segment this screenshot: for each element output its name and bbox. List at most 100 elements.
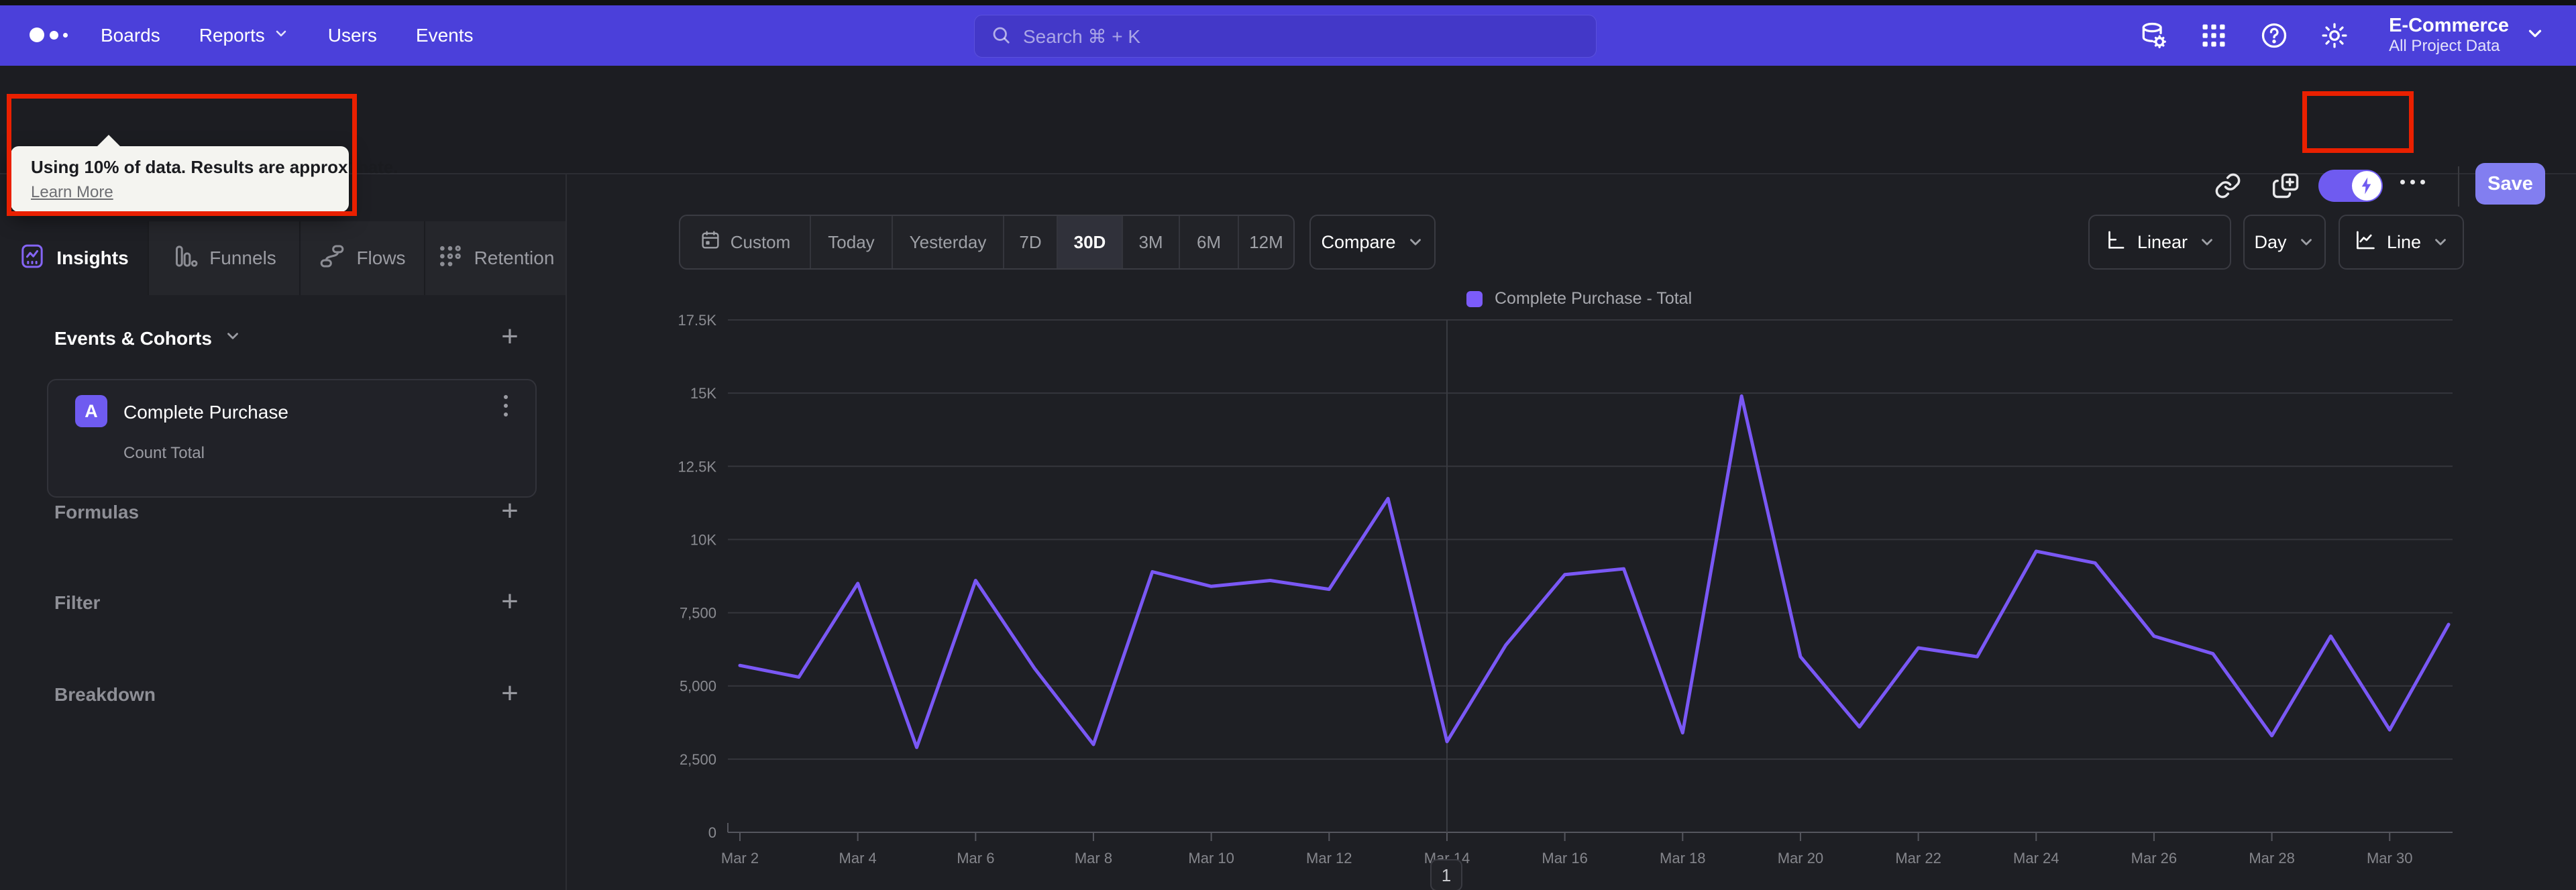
section-label: Formulas — [54, 502, 140, 522]
section-header-formulas: Formulas — [54, 502, 139, 523]
svg-text:Mar 26: Mar 26 — [2131, 850, 2177, 867]
range-label: Custom — [730, 231, 791, 252]
learn-more-link[interactable]: Learn More — [31, 183, 113, 201]
chevron-down-icon — [2525, 23, 2545, 47]
section-header-filter: Filter — [54, 592, 100, 614]
compare-label: Compare — [1321, 231, 1396, 252]
range-today[interactable]: Today — [810, 216, 892, 268]
day-dropdown[interactable]: Day — [2243, 215, 2326, 270]
events-cohorts-label: Events & Cohorts — [54, 327, 212, 349]
add-breakdown-button[interactable]: + — [501, 677, 519, 710]
range-7d[interactable]: 7D — [1003, 216, 1057, 268]
chart-legend[interactable]: Complete Purchase - Total — [1466, 289, 1692, 309]
svg-text:5,000: 5,000 — [680, 678, 716, 695]
add-event-button[interactable]: + — [501, 320, 519, 353]
view-label: Day — [2254, 231, 2287, 252]
svg-text:Mar 22: Mar 22 — [1895, 850, 1941, 867]
project-selector[interactable]: E-Commerce All Project Data — [2389, 15, 2545, 56]
date-range-control: Custom Today Yesterday 7D 30D 3M 6M 12M — [679, 215, 1295, 270]
range-label: Yesterday — [909, 231, 987, 252]
compare-button[interactable]: Compare — [1309, 215, 1436, 270]
window-top-strip — [0, 0, 2576, 5]
tab-label: Insights — [56, 247, 129, 268]
search-icon — [991, 25, 1011, 48]
event-card[interactable]: A Complete Purchase Count Total — [47, 379, 537, 498]
flows-icon — [319, 243, 345, 274]
insights-icon — [19, 243, 46, 274]
apps-grid-icon[interactable] — [2198, 20, 2229, 51]
top-nav: Boards Reports Users Events Search ⌘ + K E-… — [0, 5, 2576, 66]
svg-text:17.5K: 17.5K — [678, 312, 717, 329]
svg-text:Mar 16: Mar 16 — [1542, 850, 1587, 867]
nav-items: Boards Reports Users Events — [101, 5, 474, 66]
svg-text:12.5K: 12.5K — [678, 458, 717, 475]
events-cohorts-header[interactable]: Events & Cohorts — [54, 327, 241, 349]
range-label: 6M — [1196, 231, 1222, 252]
nav-item-boards[interactable]: Boards — [101, 25, 160, 46]
nav-item-label: Boards — [101, 25, 160, 46]
mixpanel-logo-icon[interactable] — [30, 27, 83, 44]
svg-text:2,500: 2,500 — [680, 751, 716, 768]
sampling-tooltip-text: Using 10% of data. Results are approxima… — [31, 157, 398, 177]
svg-text:10K: 10K — [690, 531, 716, 548]
range-12m[interactable]: 12M — [1238, 216, 1293, 268]
section-label: Breakdown — [54, 684, 156, 705]
svg-text:Mar 12: Mar 12 — [1306, 850, 1352, 867]
tab-funnels[interactable]: Funnels — [148, 221, 299, 295]
tab-insights[interactable]: Insights — [0, 221, 148, 295]
help-icon[interactable] — [2259, 20, 2290, 51]
sampling-toggle-knob — [2352, 171, 2381, 201]
nav-item-label: Events — [415, 25, 474, 46]
sampling-toggle[interactable] — [2318, 170, 2383, 202]
range-3m[interactable]: 3M — [1122, 216, 1179, 268]
funnels-icon — [172, 243, 199, 274]
range-label: 7D — [1019, 231, 1042, 252]
line-chart[interactable]: 17.5K 15K 12.5K 10K 7,500 5,000 2,500 0 Mar 2 Mar… — [567, 275, 2576, 890]
nav-item-label: Users — [327, 25, 377, 46]
settings-icon[interactable] — [2319, 20, 2350, 51]
nav-item-events[interactable]: Events — [416, 25, 474, 46]
save-button[interactable]: Save — [2475, 163, 2545, 205]
svg-text:Mar 20: Mar 20 — [1778, 850, 1823, 867]
svg-text:Mar 8: Mar 8 — [1075, 850, 1112, 867]
search-input[interactable]: Search ⌘ + K — [974, 15, 1597, 58]
axis-icon — [2104, 229, 2127, 256]
chevron-down-icon — [273, 25, 289, 46]
tab-label: Flows — [356, 247, 406, 268]
more-options-button[interactable] — [2400, 180, 2432, 184]
svg-text:Mar 2: Mar 2 — [721, 850, 759, 867]
copy-to-board-icon[interactable] — [2271, 171, 2301, 204]
nav-item-reports[interactable]: Reports — [199, 25, 289, 46]
project-name: E-Commerce — [2389, 14, 2509, 36]
retention-icon — [437, 243, 464, 274]
share-link-icon[interactable] — [2214, 172, 2242, 203]
svg-text:15K: 15K — [690, 385, 716, 402]
section-header-breakdown: Breakdown — [54, 684, 156, 706]
add-filter-button[interactable]: + — [501, 585, 519, 618]
tab-retention[interactable]: Retention — [424, 221, 566, 295]
linear-dropdown[interactable]: Linear — [2088, 215, 2231, 270]
range-6m[interactable]: 6M — [1179, 216, 1238, 268]
nav-icon-buttons — [2138, 20, 2350, 51]
legend-swatch — [1466, 290, 1483, 307]
line-dropdown[interactable]: Line — [2339, 215, 2464, 270]
tab-flows[interactable]: Flows — [299, 221, 424, 295]
nav-right: E-Commerce All Project Data — [2138, 5, 2545, 66]
range-yesterday[interactable]: Yesterday — [892, 216, 1003, 268]
tab-label: Retention — [474, 247, 555, 268]
view-label: Linear — [2137, 231, 2188, 252]
svg-text:Mar 30: Mar 30 — [2367, 850, 2412, 867]
svg-text:Mar 18: Mar 18 — [1660, 850, 1705, 867]
range-custom[interactable]: Custom — [680, 216, 810, 268]
event-title: Complete Purchase — [123, 402, 288, 423]
chevron-down-icon — [224, 327, 241, 349]
event-options-icon[interactable] — [499, 395, 513, 416]
range-30d[interactable]: 30D — [1057, 216, 1122, 268]
event-metric[interactable]: Count Total — [123, 444, 205, 462]
pagination-page-button[interactable]: 1 — [1430, 859, 1462, 890]
nav-item-users[interactable]: Users — [328, 25, 377, 46]
data-management-icon[interactable] — [2138, 20, 2169, 51]
svg-text:Mar 28: Mar 28 — [2249, 850, 2294, 867]
add-formulas-button[interactable]: + — [501, 494, 519, 527]
